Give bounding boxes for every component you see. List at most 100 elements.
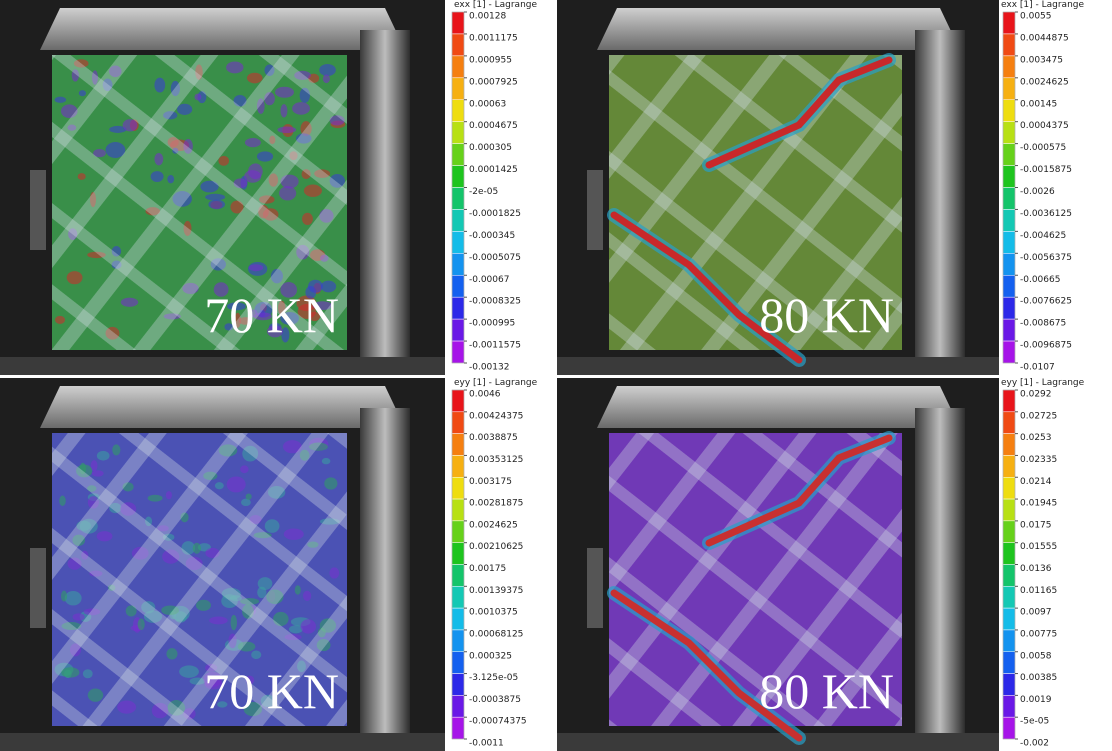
colorbar-segment — [1002, 99, 1016, 122]
colorbar-segment — [451, 716, 465, 740]
colorbar-tick-label: 0.00210625 — [469, 542, 523, 552]
colorbar-tick-label: -0.0026 — [1020, 187, 1055, 197]
colorbar-title: exx [1] - Lagrange — [1001, 0, 1084, 10]
left-post — [30, 548, 46, 628]
colorbar-tick-label: 0.0175 — [1020, 520, 1052, 530]
colorbar-tick-label: 0.00145 — [1020, 99, 1057, 109]
colorbar-tick-label: 0.0046 — [469, 390, 501, 400]
colorbar-tick-label: 0.00353125 — [469, 455, 523, 465]
colorbar-segment — [1002, 143, 1016, 166]
colorbar-segment — [451, 564, 465, 587]
load-label: 80 KN — [759, 287, 894, 343]
colorbar-tick-label: 0.00775 — [1020, 629, 1057, 639]
colorbar-segment — [1002, 187, 1016, 210]
colorbar-tick-label: 0.01555 — [1020, 542, 1057, 552]
colorbar-tick-label: 0.0024625 — [1020, 77, 1069, 87]
colorbar-segment — [451, 33, 465, 57]
colorbar-segment — [1002, 607, 1016, 631]
colorbar-tick-label: 0.0292 — [1020, 390, 1052, 400]
colorbar-segment — [451, 586, 465, 609]
top-beam — [40, 386, 405, 428]
colorbar-tick-label: -0.002 — [1020, 739, 1049, 749]
colorbar-tick-label: -0.0011 — [469, 739, 504, 749]
colorbar-segment — [451, 165, 465, 188]
colorbar-tick-label: -0.0015875 — [1020, 165, 1072, 175]
colorbar-segment — [451, 629, 465, 652]
colorbar-segment — [451, 55, 465, 79]
colorbar-tick-label: 0.00175 — [469, 564, 506, 574]
colorbar-tick-label: 0.01945 — [1020, 499, 1057, 509]
colorbar-segment — [451, 433, 465, 456]
load-label: 80 KN — [759, 663, 894, 719]
colorbar-tick-label: -0.00067 — [469, 275, 509, 285]
colorbar-tick-label: 0.00281875 — [469, 499, 523, 509]
colorbar-tick-label: 0.0001425 — [469, 165, 518, 175]
colorbar-tick-label: 0.0024625 — [469, 520, 518, 530]
colorbar-segment — [451, 607, 465, 631]
crack — [705, 56, 893, 169]
colorbar-segment — [1002, 275, 1016, 298]
colorbar-tick-label: -0.0008325 — [469, 297, 521, 307]
colorbar-tick-label: -2e-05 — [469, 187, 498, 197]
colorbar-tick-label: -5e-05 — [1020, 717, 1049, 727]
right-clamp — [360, 30, 410, 365]
colorbar-tick-label: 0.003475 — [1020, 55, 1063, 65]
panel: 70 KN eyy [1] - Lagrange 0.0046 0.00424375 0… — [0, 378, 557, 751]
load-label: 70 KN — [204, 663, 339, 719]
colorbar-tick-label: -0.0003875 — [469, 695, 521, 705]
colorbar-tick-label: 0.00063 — [469, 99, 506, 109]
load-label: 70 KN — [204, 287, 339, 343]
colorbar-segment — [451, 253, 465, 276]
colorbar-segment — [1002, 673, 1016, 696]
colorbar-segment — [1002, 340, 1016, 364]
colorbar-segment — [451, 209, 465, 232]
colorbar-segment — [1002, 564, 1016, 587]
colorbar-tick-label: 0.0010375 — [469, 608, 518, 618]
colorbar-tick-label: 0.0004675 — [469, 121, 518, 131]
colorbar-tick-label: -0.0005075 — [469, 253, 521, 263]
colorbar-segment — [1002, 253, 1016, 276]
colorbar-tick-label: 0.0044875 — [1020, 33, 1069, 43]
colorbar-tick-label: 0.00424375 — [469, 411, 523, 421]
colorbar-segment — [1002, 586, 1016, 609]
colorbar-segment — [451, 695, 465, 718]
colorbar-segment — [1002, 411, 1016, 434]
colorbar-segment — [451, 389, 465, 413]
mesh-pattern — [52, 433, 347, 726]
colorbar-segment — [451, 542, 465, 565]
colorbar-tick-label: 0.02725 — [1020, 411, 1057, 421]
colorbar-segment — [1002, 629, 1016, 652]
mesh-pattern — [609, 55, 902, 350]
colorbar-tick-label: 0.0058 — [1020, 651, 1052, 661]
colorbar-tick-label: -3.125e-05 — [469, 673, 518, 683]
colorbar-segment — [451, 99, 465, 122]
colorbar-tick-label: -0.000995 — [469, 319, 515, 329]
colorbar-tick-label: -0.0001825 — [469, 209, 521, 219]
colorbar-segment — [1002, 318, 1016, 342]
colorbar-tick-label: -0.0096875 — [1020, 341, 1072, 351]
colorbar-segment — [1002, 455, 1016, 478]
colorbar-segment — [451, 231, 465, 254]
panel: 80 KN eyy [1] - Lagrange 0.0292 0.02725 0.02… — [557, 378, 1108, 751]
right-clamp — [360, 408, 410, 741]
top-beam — [40, 8, 405, 50]
colorbar-tick-label: -0.008675 — [1020, 319, 1066, 329]
colorbar-tick-label: -0.00665 — [1020, 275, 1060, 285]
colorbar-segment — [451, 77, 465, 100]
colorbar-title: exx [1] - Lagrange — [454, 0, 537, 10]
colorbar-tick-label: 0.02335 — [1020, 455, 1057, 465]
colorbar-tick-label: -0.004625 — [1020, 231, 1066, 241]
colorbar-segment — [451, 673, 465, 696]
colorbar-tick-label: 0.00068125 — [469, 629, 523, 639]
colorbar-tick-label: -0.0036125 — [1020, 209, 1072, 219]
colorbar-segment — [451, 296, 465, 320]
colorbar-tick-label: 0.000305 — [469, 143, 512, 153]
bottom-base — [0, 357, 445, 375]
colorbar-segment — [1002, 520, 1016, 543]
colorbar-segment — [1002, 209, 1016, 232]
top-beam — [597, 386, 960, 428]
colorbar-segment — [1002, 77, 1016, 100]
colorbar-segment — [451, 275, 465, 298]
right-clamp — [915, 30, 965, 365]
colorbar-tick-label: -0.0107 — [1020, 363, 1055, 373]
